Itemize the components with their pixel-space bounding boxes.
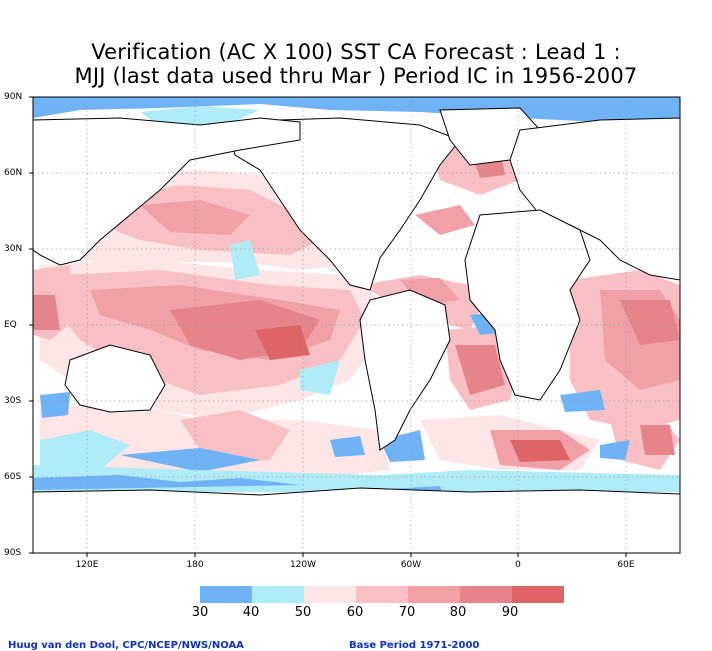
lat-label-60n: 60N (4, 168, 23, 178)
lon-label-120e: 120E (75, 560, 99, 570)
lon-label-180: 180 (186, 560, 204, 570)
map-title-line-1: Verification (AC X 100) SST CA Forecast … (91, 40, 621, 64)
map-title-line-2: MJJ (last data used thru Mar ) Period IC… (74, 64, 638, 88)
lat-label-eq: EQ (4, 320, 17, 330)
colorbar-swatch (356, 586, 408, 603)
lon-label-120w: 120W (289, 560, 317, 570)
colorbar-swatch (304, 586, 356, 603)
lat-label-90n: 90N (4, 92, 23, 102)
colorbar-swatch (512, 586, 564, 603)
footer-base-period: Base Period 1971-2000 (349, 640, 480, 651)
colorbar-label: 30 (191, 605, 209, 620)
lon-label-60e: 60E (617, 560, 635, 570)
lat-label-30n: 30N (4, 244, 23, 254)
skill-field (33, 97, 680, 530)
colorbar-label: 60 (346, 605, 364, 620)
coastlines (33, 107, 680, 553)
colorbar-label: 90 (501, 605, 519, 620)
colorbar-label: 40 (242, 605, 260, 620)
colorbar-label: 80 (449, 605, 467, 620)
axis-ticks (29, 96, 627, 557)
colorbar-swatch (252, 586, 304, 603)
lat-label-60s: 60S (4, 472, 22, 482)
colorbar-label: 70 (398, 605, 416, 620)
colorbar-swatch (200, 586, 252, 603)
colorbar-label: 50 (294, 605, 312, 620)
lat-label-90s: 90S (4, 548, 22, 558)
lat-label-30s: 30S (4, 396, 22, 406)
footer-credit: Huug van den Dool, CPC/NCEP/NWS/NOAA (8, 640, 244, 651)
colorbar-swatch (408, 586, 460, 603)
colorbar (200, 586, 564, 603)
lon-label-60w: 60W (400, 560, 422, 570)
lon-label-0: 0 (515, 560, 521, 570)
colorbar-swatch (460, 586, 512, 603)
